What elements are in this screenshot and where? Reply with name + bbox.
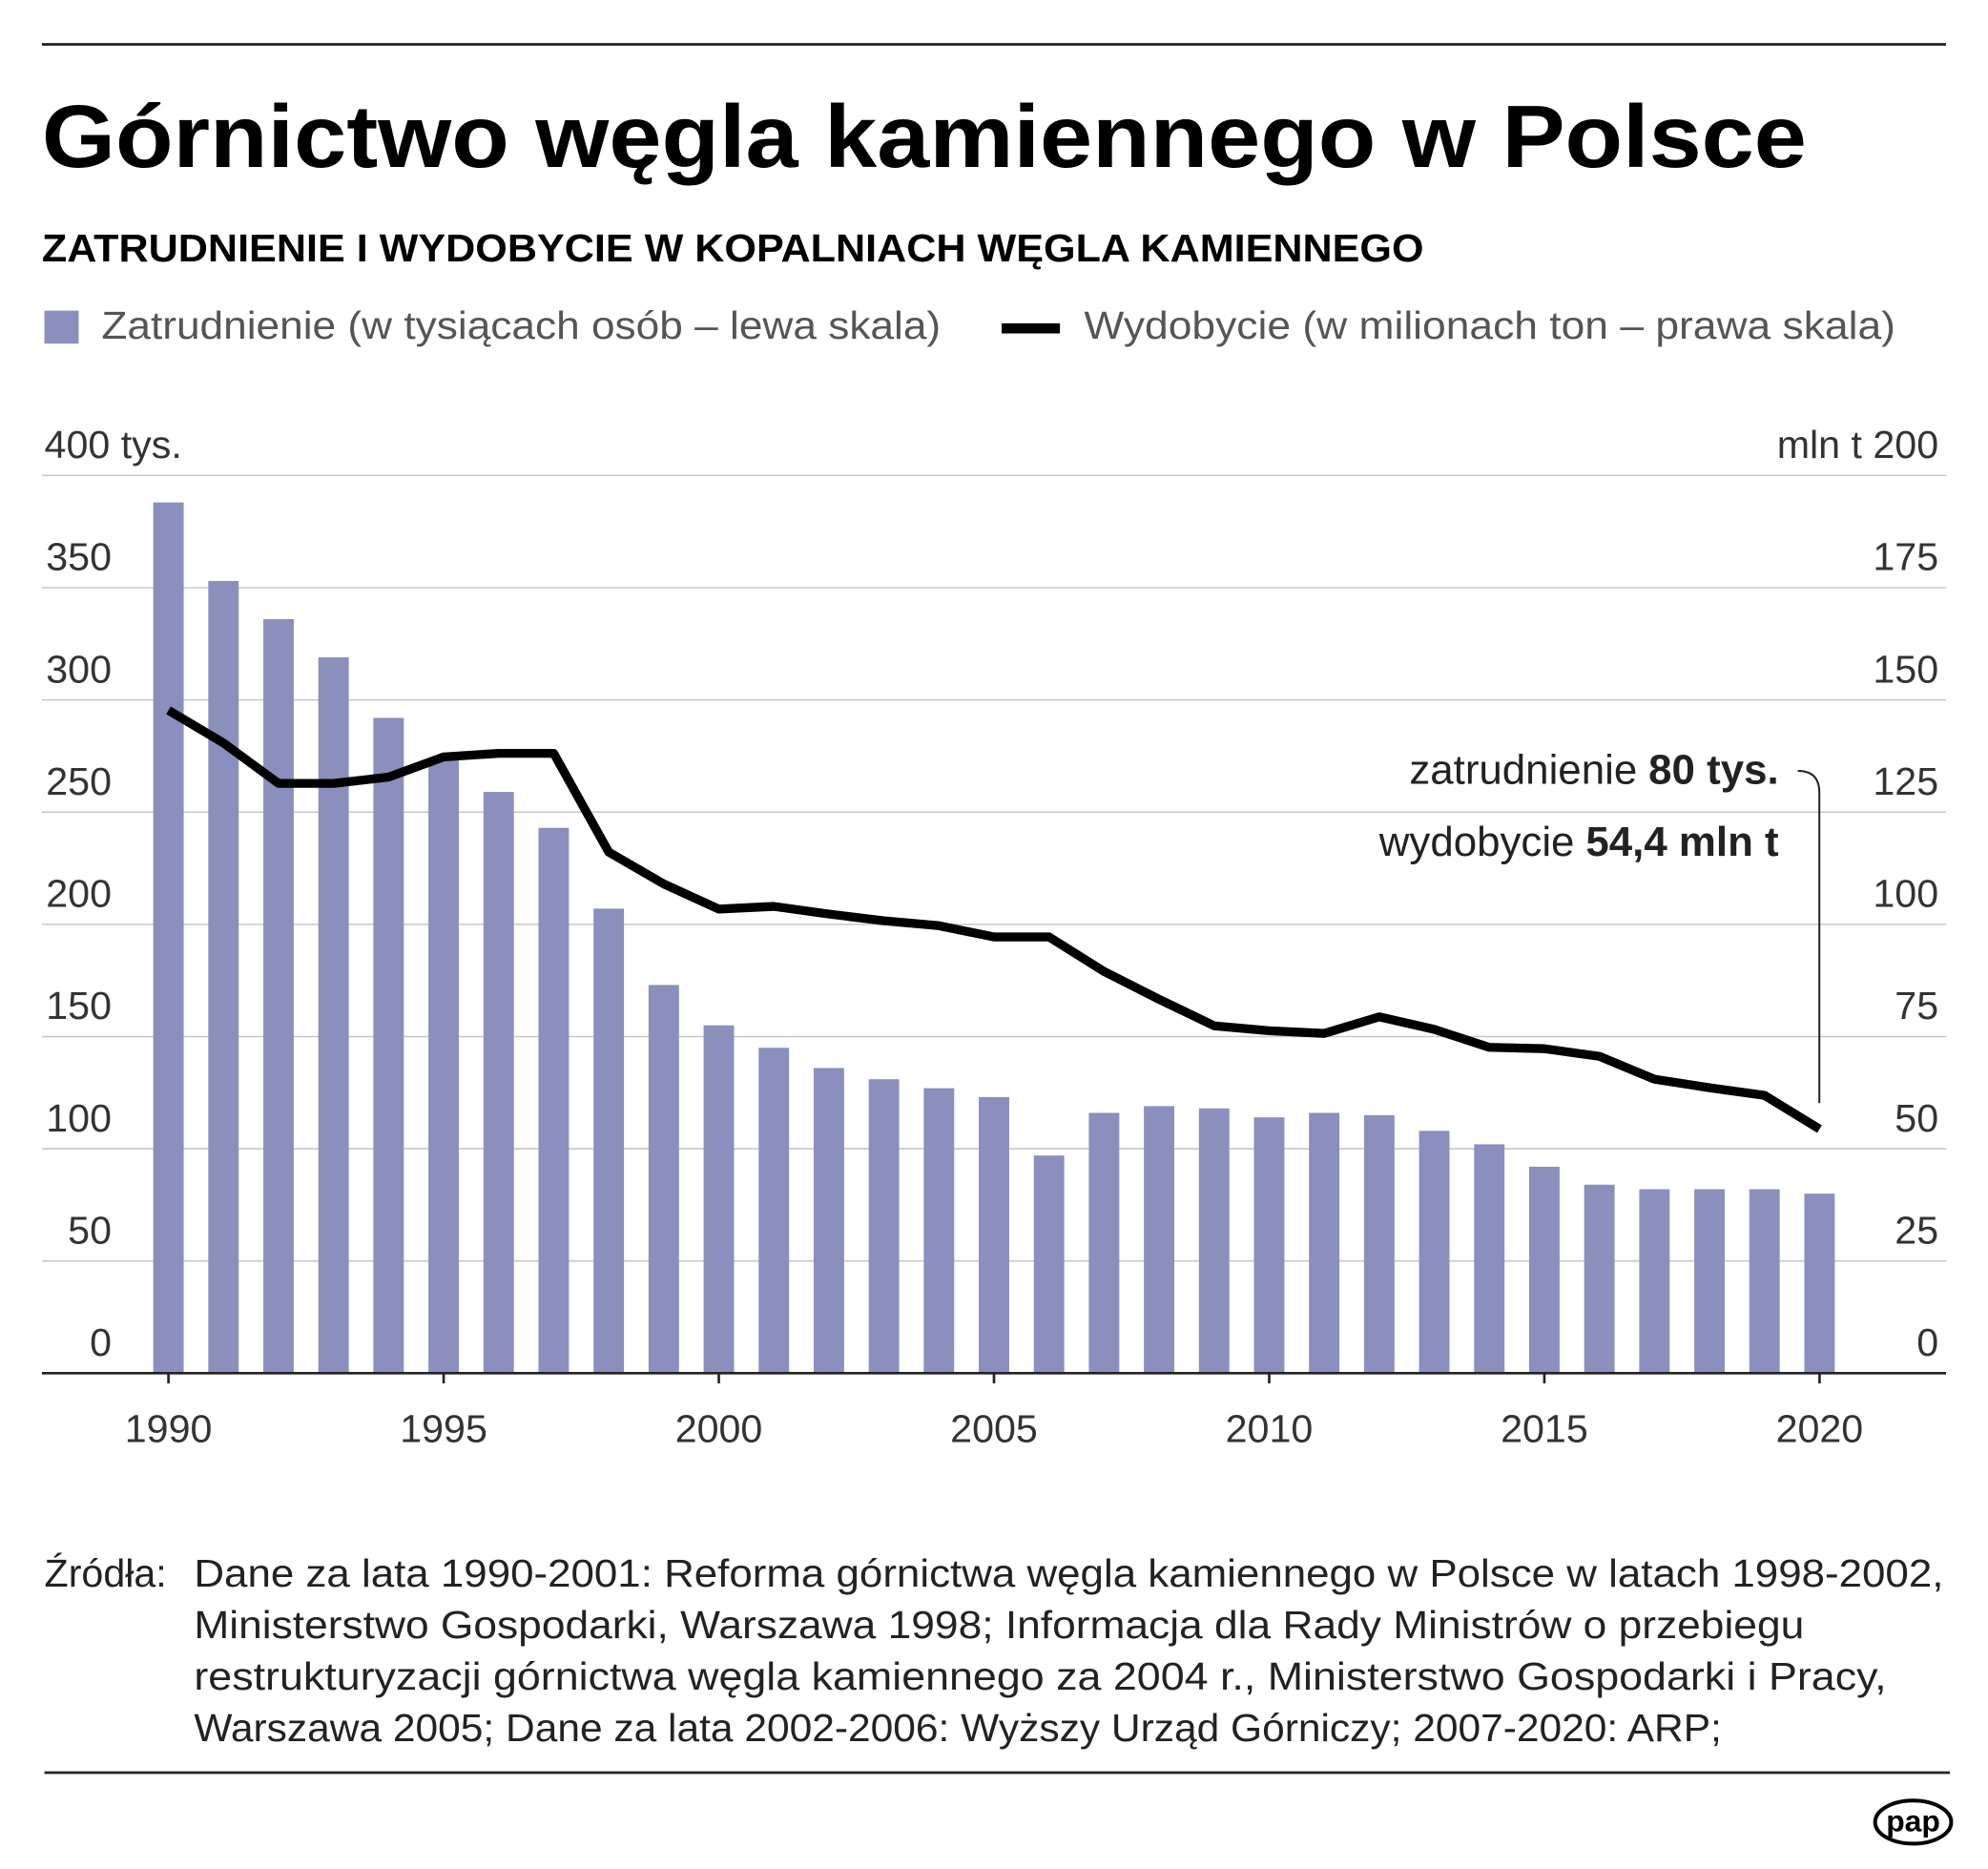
- source-line: restrukturyzacji górnictwa węgla kamienn…: [194, 1654, 1886, 1698]
- y-tick-label: 0: [90, 1320, 112, 1364]
- bar: [1694, 1189, 1725, 1374]
- x-tick-label: 2020: [1776, 1406, 1864, 1450]
- bar: [153, 502, 184, 1374]
- annotation-value: 54,4 mln t: [1585, 819, 1779, 865]
- chart-subtitle: ZATRUDNIENIE I WYDOBYCIE W KOPALNIACH WĘ…: [42, 226, 1424, 270]
- y-tick-label: 300: [46, 647, 112, 691]
- legend-label: Zatrudnienie (w tysiącach osób – lewa sk…: [101, 303, 941, 347]
- annotation-text: zatrudnienie: [1409, 746, 1637, 793]
- bar: [868, 1079, 900, 1374]
- bar: [1033, 1155, 1065, 1374]
- source: Dane za lata 1990-2001: Reforma górnictw…: [194, 1551, 1943, 1750]
- x-tick-label: 1990: [125, 1406, 213, 1450]
- annotation-text: wydobycie: [1378, 819, 1575, 865]
- chart-title: Górnictwo węgla kamiennego w Polsce: [42, 87, 1807, 186]
- annotation-value: 80 tys.: [1648, 746, 1778, 793]
- source-line: Ministerstwo Gospodarki, Warszawa 1998; …: [194, 1603, 1804, 1647]
- bar: [1144, 1106, 1175, 1374]
- bar: [1639, 1189, 1670, 1374]
- bar: [208, 580, 239, 1374]
- y2-tick-label: mln t 200: [1777, 423, 1938, 467]
- bar: [648, 985, 679, 1374]
- x-tick-label: 2010: [1226, 1406, 1314, 1450]
- x-tick-label: 2005: [950, 1406, 1038, 1450]
- bar: [428, 758, 460, 1374]
- annotation: wydobycie 54,4 mln t: [1378, 819, 1779, 865]
- bar: [1804, 1194, 1835, 1374]
- bar: [593, 908, 625, 1374]
- line: [166, 706, 1822, 1133]
- y2-tick-label: 125: [1873, 759, 1938, 803]
- bar: [1363, 1114, 1395, 1374]
- logo-badge: [1873, 1798, 1954, 1846]
- annotation: zatrudnienie 80 tys.: [1409, 746, 1778, 793]
- bar: [758, 1048, 790, 1374]
- bar: [1584, 1184, 1615, 1374]
- bar: [1088, 1112, 1120, 1374]
- bar: [538, 827, 569, 1374]
- bar: [1749, 1189, 1780, 1374]
- source-label: Źródła:: [45, 1551, 167, 1595]
- y2-tick-label: 75: [1895, 984, 1938, 1028]
- legend-label: Wydobycie (w milionach ton – prawa skala…: [1084, 303, 1895, 347]
- bar: [1419, 1131, 1450, 1374]
- bar: [1474, 1144, 1505, 1374]
- y2-tick-label: 100: [1873, 872, 1938, 916]
- bar: [1198, 1108, 1230, 1374]
- source-line: Warszawa 2005; Dane za lata 2002-2006: W…: [194, 1706, 1721, 1750]
- y2-tick-label: 175: [1873, 535, 1938, 579]
- bar: [263, 618, 294, 1374]
- x-tick-label: 1995: [400, 1406, 487, 1450]
- y-tick-label: 50: [68, 1208, 112, 1252]
- y-tick-label: 350: [46, 535, 112, 579]
- bar: [1253, 1117, 1285, 1374]
- bar: [979, 1097, 1009, 1374]
- y2-tick-label: 0: [1916, 1320, 1938, 1364]
- y-tick-label: 250: [46, 759, 112, 803]
- logo: pap: [1886, 1804, 1940, 1838]
- plot-area: 0 50 100 150 200 250 300 350 400 tys. 0 25 50 75 100 1…: [41, 423, 1947, 1450]
- y-tick-label: 150: [46, 984, 112, 1028]
- bar: [373, 717, 404, 1374]
- y-tick-label: 400 tys.: [45, 423, 182, 467]
- annotation-leader: [1797, 770, 1821, 1104]
- bar: [813, 1068, 844, 1374]
- x-tick-label: 2015: [1501, 1406, 1588, 1450]
- bar: [1528, 1166, 1560, 1374]
- bar: [1309, 1112, 1340, 1374]
- y-tick-label: 100: [46, 1096, 112, 1140]
- y2-tick-label: 150: [1873, 647, 1938, 691]
- bar: [318, 656, 349, 1374]
- legend-swatch: [44, 310, 79, 344]
- bar: [703, 1025, 735, 1374]
- x-tick-label: 2000: [675, 1406, 763, 1450]
- y-tick-label: 200: [46, 872, 112, 916]
- bar: [483, 792, 514, 1374]
- y2-tick-label: 50: [1895, 1096, 1938, 1140]
- bar: [923, 1088, 955, 1374]
- source-line: Dane za lata 1990-2001: Reforma górnictw…: [194, 1551, 1943, 1595]
- y2-tick-label: 25: [1895, 1208, 1938, 1252]
